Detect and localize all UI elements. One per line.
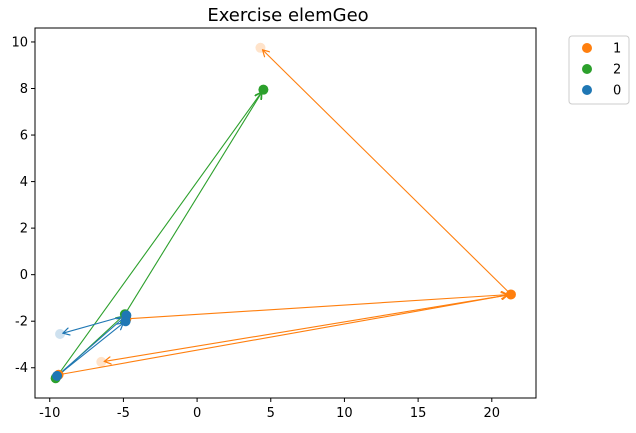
x-tick-label: 15 [410,406,427,421]
point-series-1 [505,289,516,300]
arrow-series-1 [263,50,512,295]
y-tick-label: -2 [15,315,28,330]
y-tick-label: -4 [15,361,28,376]
legend-label: 1 [613,42,621,57]
chart-title: Exercise elemGeo [207,5,368,26]
y-tick-label: 8 [20,82,28,97]
legend-marker-series-2 [582,64,592,74]
x-tick-label: -5 [117,406,130,421]
points-layer [50,42,516,384]
legend-label: 0 [613,84,621,99]
y-tick-label: 10 [11,35,28,50]
arrow-series-2 [124,92,262,315]
arrow-series-0 [63,314,127,333]
faded-point-series-1 [255,42,266,53]
arrow-series-1 [126,295,508,320]
arrow-series-0 [56,323,123,377]
point-series-2 [258,84,269,95]
x-tick-label: 10 [336,406,353,421]
x-tick-label: -10 [39,406,60,421]
faded-point-series-1 [96,356,107,367]
y-tick-label: 0 [20,268,28,283]
x-tick-label: 20 [484,406,501,421]
y-tick-label: 4 [20,175,28,190]
x-tick-label: 5 [267,406,275,421]
arrows-layer [55,50,512,379]
x-axis: -10 -5 0 5 10 15 20 [39,398,500,421]
point-series-0 [52,370,63,381]
y-tick-label: 6 [20,129,28,144]
legend: 1 2 0 [568,35,630,105]
legend-marker-series-0 [582,85,592,95]
arrow-series-1 [58,295,508,376]
legend-label: 2 [613,63,621,78]
arrow-series-2 [55,92,262,379]
legend-marker-series-1 [582,43,592,53]
arrow-series-0 [56,317,124,377]
point-series-0 [120,316,131,327]
arrow-series-1 [104,293,512,361]
faded-point-series-0 [55,329,66,340]
y-axis: -4 -2 0 2 4 6 8 10 [11,35,35,376]
y-tick-label: 2 [20,222,28,237]
x-tick-label: 0 [193,406,201,421]
plot-frame [34,27,537,399]
